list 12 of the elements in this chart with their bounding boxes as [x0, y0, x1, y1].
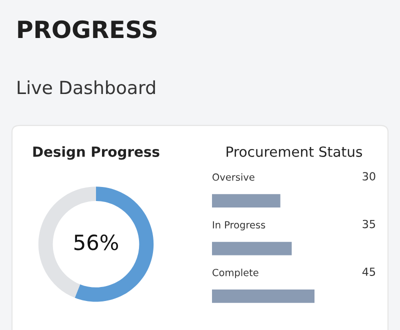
text: PROGRESS	[18, 20, 156, 38]
data-label: 35	[362, 220, 376, 228]
y-tick-label: Complete	[212, 268, 258, 278]
donut-slice	[74, 186, 154, 302]
chart-title: Procurement Status	[226, 146, 362, 157]
text: 56%	[74, 234, 118, 250]
data-label: 30	[362, 172, 376, 181]
y-tick-label: Oversive	[212, 173, 254, 181]
text: Live Dashboard	[18, 80, 155, 94]
data-label: 45	[362, 268, 376, 276]
y-tick-label: In Progress	[212, 221, 266, 230]
chart-title: Design Progress	[33, 146, 160, 160]
